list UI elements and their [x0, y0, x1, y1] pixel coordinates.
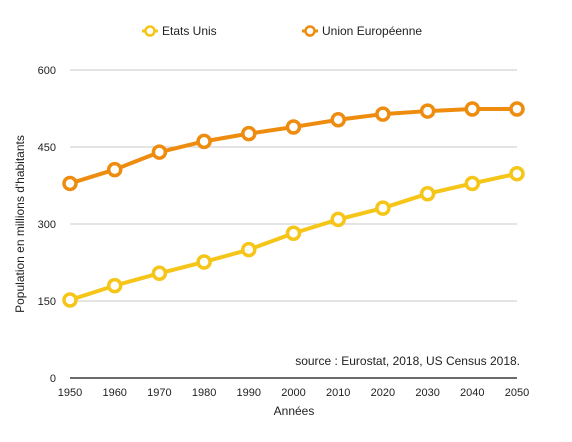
x-tick-label: 2040: [460, 387, 484, 399]
x-tick-label: 2000: [281, 387, 305, 399]
gridlines: [70, 69, 517, 302]
y-axis-title: Population en millions d'habitants: [13, 135, 27, 313]
legend-marker-eu: [304, 25, 316, 37]
x-tick-label: 1970: [147, 387, 171, 399]
x-tick-label: 2030: [415, 387, 439, 399]
data-point-us: [285, 225, 302, 241]
axes: 0 150 300 450 600 1950 1960 1970 1980 1990 2000 201…: [38, 65, 530, 399]
x-tick-label: 2020: [371, 387, 395, 399]
legend-label-eu: Union Européenne: [322, 24, 422, 38]
data-point-eu: [196, 133, 212, 150]
data-point-us: [241, 241, 257, 258]
data-point-us: [509, 165, 525, 182]
data-point-eu: [419, 103, 436, 119]
data-point-eu: [241, 125, 257, 142]
source-annotation: source : Eurostat, 2018, US Census 2018.: [295, 354, 520, 368]
y-tick-label: 450: [38, 142, 56, 154]
x-tick-label: 1950: [58, 387, 82, 399]
y-tick-label: 150: [38, 296, 56, 308]
data-point-eu: [330, 112, 346, 128]
legend-label-us: Etats Unis: [162, 24, 217, 38]
x-axis-title: Années: [274, 404, 315, 418]
x-tick-label: 1990: [237, 387, 261, 399]
legend-marker-us: [144, 25, 156, 37]
data-point-eu: [62, 175, 78, 192]
data-point-us: [330, 211, 346, 228]
y-tick-label: 300: [38, 219, 56, 231]
data-point-eu: [375, 106, 391, 122]
series: [62, 101, 525, 308]
data-point-us: [196, 254, 212, 270]
data-point-eu: [151, 144, 168, 160]
y-tick-label: 0: [50, 373, 56, 385]
x-tick-label: 1960: [102, 387, 126, 399]
data-point-us: [62, 292, 78, 308]
x-tick-label: 1980: [192, 387, 216, 399]
data-point-eu: [464, 101, 481, 117]
legend: Etats Unis Union Européenne: [142, 24, 422, 38]
data-point-eu: [106, 161, 123, 178]
data-point-us: [375, 200, 391, 216]
data-point-eu: [285, 119, 302, 135]
data-point-eu: [509, 101, 525, 117]
data-point-us: [464, 175, 481, 192]
x-tick-label: 2050: [505, 387, 529, 399]
data-point-us: [151, 265, 168, 282]
data-point-us: [106, 277, 123, 294]
y-tick-label: 600: [38, 65, 56, 77]
x-tick-label: 2010: [326, 387, 350, 399]
data-point-us: [419, 185, 436, 202]
